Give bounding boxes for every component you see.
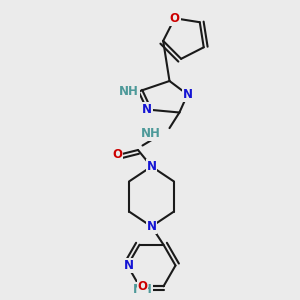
Text: N: N (182, 88, 193, 101)
Text: N: N (146, 220, 157, 233)
Text: N: N (146, 160, 157, 173)
Text: O: O (170, 12, 180, 25)
Text: O: O (137, 280, 148, 293)
Text: NH: NH (119, 85, 139, 98)
Text: NH: NH (141, 127, 160, 140)
Text: N: N (124, 259, 134, 272)
Text: O: O (112, 148, 122, 161)
Text: N: N (142, 103, 152, 116)
Text: NH: NH (133, 283, 152, 296)
